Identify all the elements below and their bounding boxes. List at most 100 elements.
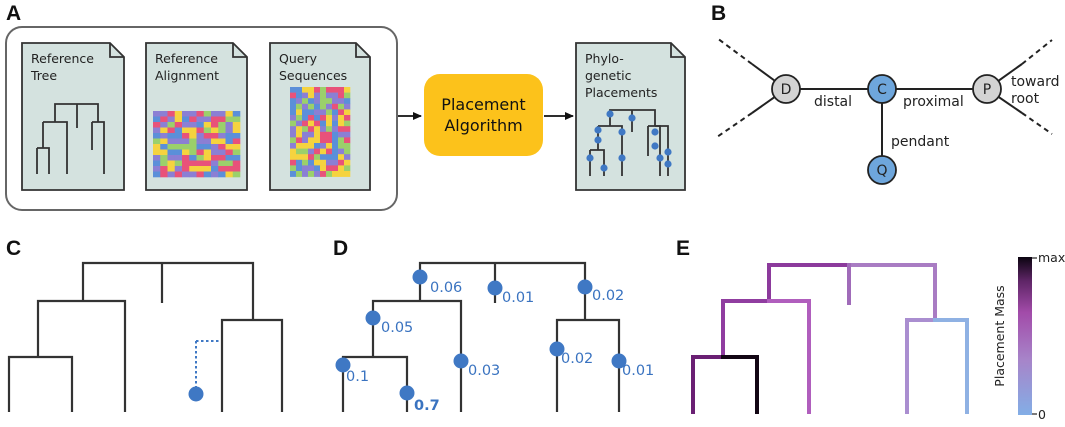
alignment-cell xyxy=(308,171,315,177)
alignment-cell xyxy=(302,154,309,161)
alignment-cell xyxy=(302,87,309,93)
alignment-cell xyxy=(182,171,190,178)
query-sequences-label-line2: Sequences xyxy=(279,68,347,83)
alignment-cell xyxy=(308,92,315,99)
alignment-cell xyxy=(296,126,303,133)
colorbar: max 0 Placement Mass xyxy=(992,250,1065,422)
alignment-cell xyxy=(218,138,226,145)
alignment-cell xyxy=(320,98,327,105)
alignment-cell xyxy=(338,126,345,133)
alignment-cell xyxy=(302,165,309,172)
alignment-cell xyxy=(290,103,297,110)
alignment-cell xyxy=(174,116,183,123)
alignment-cell xyxy=(296,103,303,110)
query-placement-dot xyxy=(188,386,204,402)
alignment-cell xyxy=(326,143,333,149)
alignment-cell xyxy=(189,149,197,156)
alignment-cell xyxy=(182,133,190,139)
alignment-cell xyxy=(196,116,205,123)
alignment-cell xyxy=(196,127,205,134)
alignment-cell xyxy=(338,137,345,144)
alignment-cell xyxy=(296,171,303,177)
alignment-cell xyxy=(189,116,197,123)
alignment-cell xyxy=(174,138,183,145)
alignment-cell xyxy=(225,155,234,161)
alignment-cell xyxy=(302,143,309,149)
alignment-cell xyxy=(174,166,183,172)
alignment-cell xyxy=(160,160,168,167)
alignment-cell xyxy=(314,131,321,138)
alignment-cell xyxy=(302,126,309,133)
alignment-cell xyxy=(302,98,309,105)
alignment-cell xyxy=(320,92,327,99)
alignment-cell xyxy=(326,103,333,110)
node-c-label: C xyxy=(877,82,887,98)
alignment-cell xyxy=(314,143,321,149)
alignment-cell xyxy=(160,127,168,134)
alignment-cell xyxy=(326,87,333,93)
alignment-cell xyxy=(189,111,197,117)
alignment-cell xyxy=(314,109,321,116)
alignment-cell xyxy=(160,149,168,156)
node-d-label: D xyxy=(781,82,792,98)
lwr-label-7: 0.02 xyxy=(561,351,593,367)
alignment-cell xyxy=(196,160,205,167)
alignment-cell xyxy=(296,131,303,138)
alignment-cell xyxy=(326,171,333,177)
reference-tree-label-line2: Tree xyxy=(30,68,57,83)
lwr-dots xyxy=(335,269,627,401)
alignment-cell xyxy=(326,115,333,121)
alignment-cell xyxy=(344,120,351,127)
alignment-cell xyxy=(160,138,168,145)
alignment-cell xyxy=(196,111,205,117)
alignment-cell xyxy=(218,116,226,123)
panel-letter-c: C xyxy=(6,237,21,260)
alignment-cell xyxy=(344,126,351,133)
proximal-label: proximal xyxy=(903,94,964,110)
alignment-cell xyxy=(211,111,219,117)
alignment-cell xyxy=(314,87,321,93)
alignment-cell xyxy=(296,143,303,149)
alignment-cell xyxy=(326,109,333,116)
alignment-cell xyxy=(326,137,333,144)
alignment-cell xyxy=(225,160,234,167)
reference-alignment-label-line2: Alignment xyxy=(155,68,219,83)
alignment-cell xyxy=(320,120,327,127)
alignment-cell xyxy=(308,126,315,133)
alignment-cell xyxy=(320,154,327,161)
alignment-cell xyxy=(174,111,183,117)
alignment-cell xyxy=(320,159,327,166)
alignment-cell xyxy=(174,133,183,139)
alignment-cell xyxy=(332,131,339,138)
alignment-cell xyxy=(332,143,339,149)
query-sequences-document: Query Sequences xyxy=(269,42,371,191)
alignment-cell xyxy=(326,98,333,105)
alignment-cell xyxy=(160,144,168,150)
alignment-cell xyxy=(338,87,345,93)
alignment-cell xyxy=(218,160,226,167)
alignment-cell xyxy=(167,127,176,134)
alignment-cell xyxy=(344,103,351,110)
alignment-cell xyxy=(320,171,327,177)
input-group-frame xyxy=(5,26,398,211)
alignment-cell xyxy=(232,171,241,178)
placements-label-line1: Phylo- xyxy=(585,51,624,66)
alignment-cell xyxy=(182,127,190,134)
reference-alignment-label-line1: Reference xyxy=(155,51,218,66)
alignment-cell xyxy=(314,98,321,105)
alignment-cell xyxy=(302,120,309,127)
alignment-cell xyxy=(320,131,327,138)
alignment-cell xyxy=(225,166,234,172)
alignment-cell xyxy=(332,165,339,172)
alignment-cell xyxy=(203,160,212,167)
alignment-cell xyxy=(196,133,205,139)
alignment-cell xyxy=(344,115,351,121)
alignment-cell xyxy=(203,116,212,123)
alignment-cell xyxy=(344,137,351,144)
alignment-cell xyxy=(225,116,234,123)
alignment-cell xyxy=(189,122,197,128)
alignment-cell xyxy=(320,137,327,144)
toward-root-label-line2: root xyxy=(1011,91,1040,107)
alignment-cell xyxy=(167,149,176,156)
